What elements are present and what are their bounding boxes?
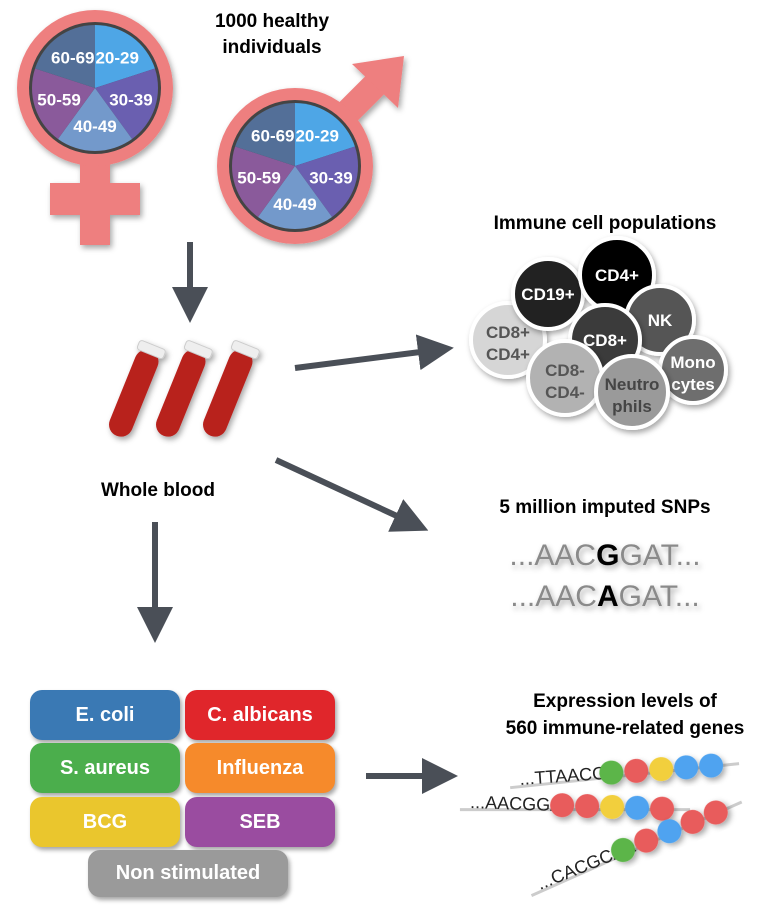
cell-label: CD8-	[545, 361, 585, 380]
cell-label: Neutro	[605, 375, 660, 394]
cell-neutro: Neutro phils	[594, 354, 670, 430]
female-slice-label: 30-39	[109, 91, 152, 110]
arrow-to-cells	[294, 334, 454, 371]
cohort-title-line1: 1000 healthy	[215, 11, 329, 32]
stimulus-bcg: BCG	[30, 797, 180, 847]
cell-cd8: CD8- CD4-	[526, 339, 604, 417]
immune-cells-title: Immune cell populations	[494, 213, 717, 234]
cell-label: CD4+	[595, 266, 639, 285]
cell-label: CD8+	[486, 323, 530, 342]
cohort-title-line2: individuals	[222, 37, 321, 58]
strand-sequence: ...AACGGAT	[470, 792, 572, 816]
male-age-pie: 20-29 30-39 40-49 50-59 60-69	[229, 100, 361, 232]
female-slice-label: 60-69	[51, 48, 94, 67]
expression-bead	[600, 794, 625, 819]
immune-cells-cluster: CD8+ CD4+ CD19+ CD4+ NK CD8+ CD8- CD4- Mono cytes…	[469, 236, 728, 430]
expression-bead	[650, 796, 675, 821]
cell-label: CD8+	[583, 331, 627, 350]
cell-label: CD19+	[521, 285, 574, 304]
female-slice-40-49	[57, 88, 133, 151]
expression-bead	[625, 795, 650, 820]
expression-bead	[624, 758, 649, 783]
expression-bead	[611, 837, 636, 862]
stimulus-c-albicans: C. albicans	[185, 690, 335, 740]
male-slice-20-29	[295, 103, 355, 166]
expression-bead	[703, 800, 728, 825]
cell-label: CD4-	[545, 383, 585, 402]
expression-bead	[680, 809, 705, 834]
whole-blood-label: Whole blood	[101, 480, 215, 501]
female-slice-20-29	[95, 25, 155, 88]
expression-strand: ...TTAACGG	[510, 753, 740, 790]
male-slice-label: 20-29	[295, 126, 338, 145]
cell-label: cytes	[671, 375, 714, 394]
expression-bead	[575, 794, 600, 819]
female-slice-label: 40-49	[73, 117, 116, 136]
expression-title-line2: 560 immune-related genes	[506, 718, 745, 739]
stimulus-influenza: Influenza	[185, 743, 335, 793]
cell-label: Mono	[670, 353, 715, 372]
expression-strands: ...TTAACGG...AACGGAT...CACGCAA	[459, 753, 743, 897]
snp-sequence-2: ...AACAGAT...	[510, 580, 700, 613]
female-slice-label: 20-29	[95, 48, 138, 67]
male-slice-label: 60-69	[251, 126, 294, 145]
expression-title-line1: Expression levels of	[533, 691, 717, 712]
male-slice-label: 30-39	[309, 169, 352, 188]
arrow-to-snps	[274, 457, 429, 532]
male-slice-30-39	[295, 146, 358, 217]
male-slice-40-49	[257, 166, 333, 229]
expression-bead	[674, 755, 699, 780]
expression-bead	[634, 828, 659, 853]
expression-bead	[657, 819, 682, 844]
snps-title: 5 million imputed SNPs	[499, 497, 710, 518]
snp-sequence-1: ...AACGGAT...	[509, 539, 700, 572]
male-slice-60-69	[235, 103, 295, 166]
female-slice-60-69	[35, 25, 95, 88]
expression-bead	[699, 753, 724, 778]
male-slice-label: 40-49	[273, 195, 316, 214]
stimulus-seb: SEB	[185, 797, 335, 847]
expression-bead	[649, 757, 674, 782]
cell-cd19: CD19+	[511, 257, 585, 331]
cell-label: phils	[612, 397, 652, 416]
stimulus-non-stimulated: Non stimulated	[88, 850, 288, 897]
expression-bead	[550, 793, 575, 818]
cell-label: CD4+	[486, 345, 530, 364]
female-slice-50-59	[31, 68, 95, 139]
female-slice-label: 50-59	[37, 91, 80, 110]
expression-strand: ...AACGGAT	[459, 792, 691, 821]
male-slice-label: 50-59	[237, 169, 280, 188]
stimulus-s-aureus: S. aureus	[30, 743, 180, 793]
blood-tubes-icon	[109, 340, 260, 437]
male-slice-50-59	[232, 146, 295, 217]
cell-label: NK	[648, 311, 673, 330]
stimulus-e-coli: E. coli	[30, 690, 180, 740]
female-slice-30-39	[95, 68, 158, 139]
expression-bead	[599, 760, 624, 785]
female-age-pie: 20-29 30-39 40-49 50-59 60-69	[29, 22, 161, 154]
